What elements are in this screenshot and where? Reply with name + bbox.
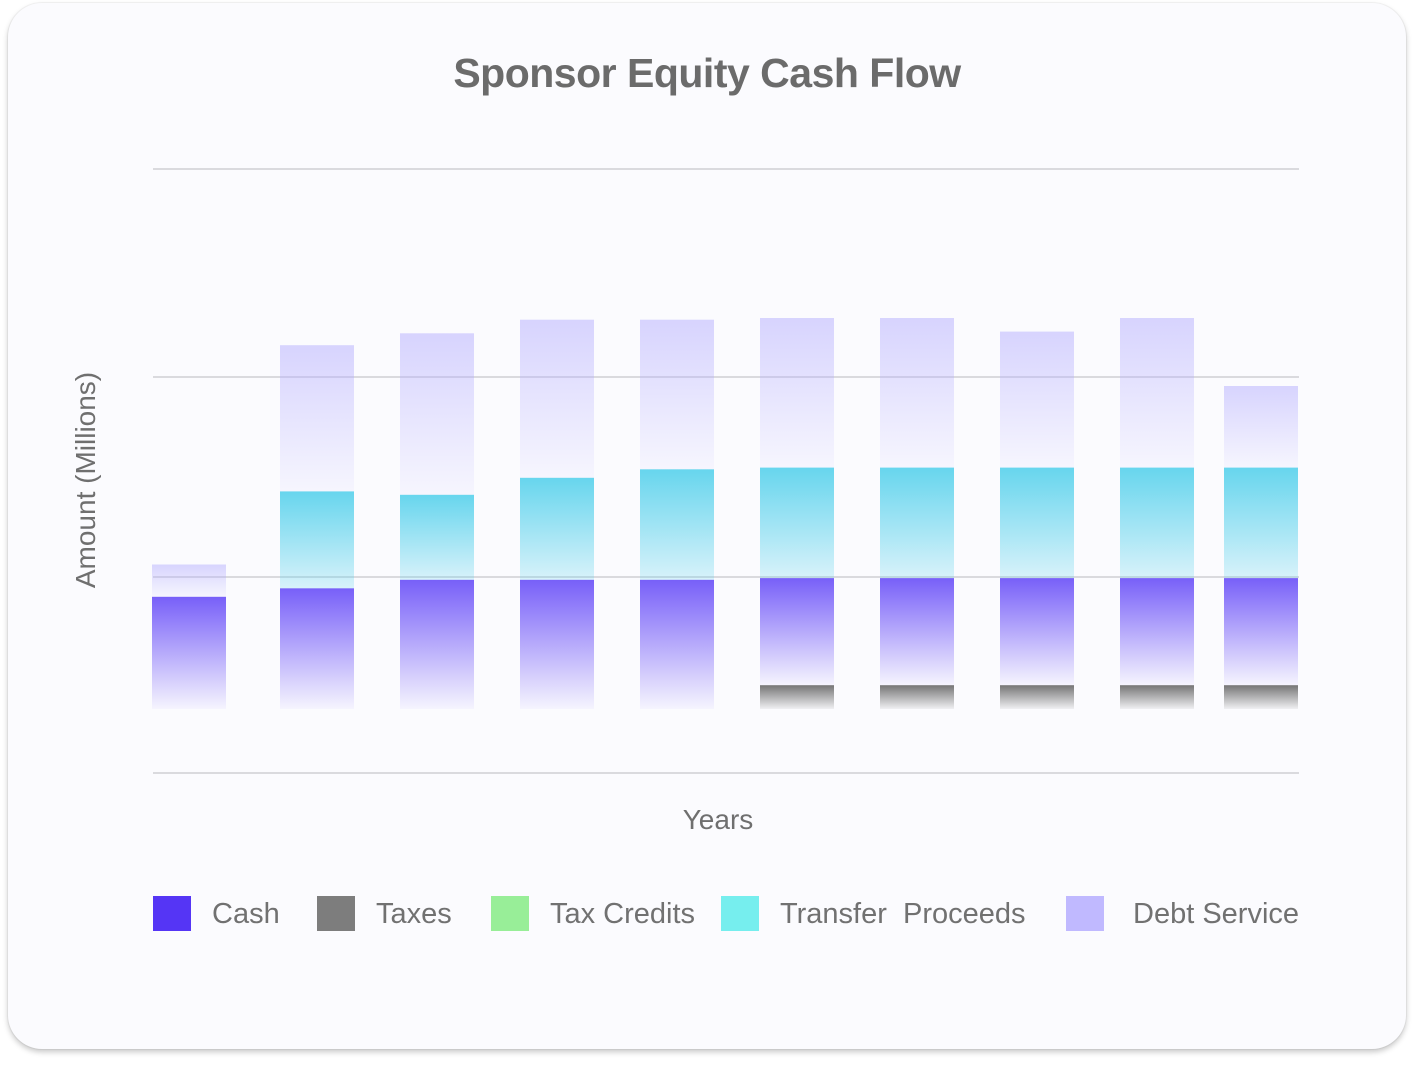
bar-segment-cash — [152, 596, 226, 709]
bar-segment-transfer-proceeds — [1120, 467, 1194, 579]
bar-segment-debt-service — [152, 564, 226, 597]
bar-segment-cash — [280, 588, 354, 709]
bar-segment-transfer-proceeds — [640, 469, 714, 580]
bar-segment-cash — [760, 578, 834, 686]
bar-segment-debt-service — [400, 333, 474, 495]
bar-segment-taxes — [1120, 685, 1194, 709]
bar-segment-cash — [880, 578, 954, 686]
bar-segment-cash — [1224, 578, 1298, 686]
bar-segment-debt-service — [640, 319, 714, 470]
bar-segment-transfer-proceeds — [880, 467, 954, 579]
bar-segment-transfer-proceeds — [280, 491, 354, 589]
bar-segment-taxes — [1000, 685, 1074, 709]
bar-segment-cash — [520, 579, 594, 709]
bar-segment-taxes — [760, 685, 834, 709]
bar-segment-debt-service — [1224, 386, 1298, 468]
legend-swatch — [491, 896, 529, 931]
bar-segment-debt-service — [520, 319, 594, 478]
legend-swatch — [153, 896, 191, 931]
bar-segment-taxes — [1224, 685, 1298, 709]
legend-label: Cash — [212, 898, 280, 930]
bar-segment-debt-service — [760, 318, 834, 468]
bar-segment-debt-service — [880, 318, 954, 468]
bar-segment-transfer-proceeds — [760, 467, 834, 579]
x-axis-label: Years — [683, 804, 754, 835]
bar-segment-cash — [640, 579, 714, 709]
bar-segment-debt-service — [280, 345, 354, 492]
legend-swatch — [721, 896, 759, 931]
bar-segment-transfer-proceeds — [1000, 467, 1074, 579]
bar-segment-cash — [400, 579, 474, 709]
legend: Cash Taxes Tax Credits Transfer Proceeds Deb… — [0, 890, 1414, 940]
bar-segment-debt-service — [1120, 318, 1194, 468]
bars — [152, 318, 1298, 709]
bar-segment-cash — [1000, 578, 1074, 686]
bar-segment-transfer-proceeds — [1224, 467, 1298, 579]
bar-segment-cash — [1120, 578, 1194, 686]
chart-title: Sponsor Equity Cash Flow — [453, 50, 961, 96]
legend-swatch — [317, 896, 355, 931]
bar-segment-taxes — [880, 685, 954, 709]
legend-label: Tax Credits — [550, 898, 696, 930]
legend-swatch — [1066, 896, 1104, 931]
bar-segment-debt-service — [1000, 331, 1074, 468]
y-axis-label: Amount (Millions) — [70, 372, 101, 588]
legend-label: Taxes — [376, 898, 452, 930]
bar-segment-transfer-proceeds — [520, 477, 594, 580]
gridlines — [153, 168, 1299, 774]
legend-label: Transfer Proceeds — [780, 898, 1026, 930]
bar-segment-transfer-proceeds — [400, 494, 474, 580]
legend-label: Debt Service — [1133, 898, 1300, 930]
